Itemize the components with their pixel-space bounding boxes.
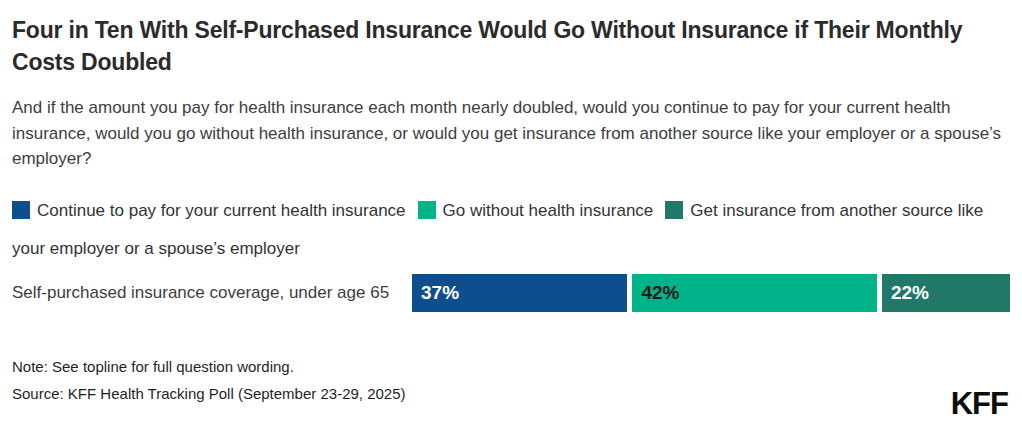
note-text: Note: See topline for full question word…	[12, 358, 1010, 375]
bar-segment: 22%	[882, 274, 1010, 312]
kff-logo: KFF	[951, 386, 1008, 422]
legend-swatch-icon	[12, 201, 30, 219]
legend-item: Go without health insurance	[418, 201, 654, 220]
stacked-bar: 37% 42% 22%	[412, 274, 1010, 312]
legend: Continue to pay for your current health …	[12, 192, 1010, 268]
bar-value-label: 22%	[882, 282, 929, 304]
legend-swatch-icon	[665, 201, 683, 219]
legend-swatch-icon	[418, 201, 436, 219]
chart-page: Four in Ten With Self-Purchased Insuranc…	[0, 0, 1022, 430]
bar-value-label: 42%	[632, 282, 679, 304]
bar-segment: 42%	[632, 274, 877, 312]
legend-item: Continue to pay for your current health …	[12, 201, 406, 220]
legend-label: Go without health insurance	[443, 201, 654, 220]
bar-value-label: 37%	[412, 282, 459, 304]
bar-category-label: Self-purchased insurance coverage, under…	[12, 280, 412, 306]
chart-subtitle: And if the amount you pay for health ins…	[12, 95, 1010, 172]
chart-row: Self-purchased insurance coverage, under…	[12, 274, 1010, 312]
bar-segment: 37%	[412, 274, 627, 312]
source-text: Source: KFF Health Tracking Poll (Septem…	[12, 385, 1010, 402]
legend-label: Continue to pay for your current health …	[37, 201, 406, 220]
chart-title: Four in Ten With Self-Purchased Insuranc…	[12, 14, 1002, 78]
